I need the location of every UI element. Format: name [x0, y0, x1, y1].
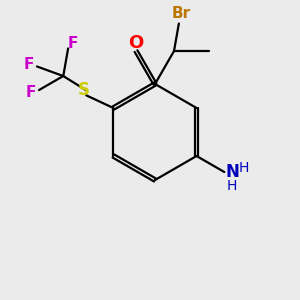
Text: Br: Br	[171, 6, 190, 21]
Text: F: F	[68, 36, 78, 51]
Text: N: N	[225, 163, 239, 181]
Text: F: F	[24, 57, 34, 72]
Text: H: H	[227, 179, 238, 193]
Text: F: F	[26, 85, 36, 100]
Text: S: S	[78, 81, 90, 99]
Text: H: H	[239, 161, 250, 175]
Text: O: O	[128, 34, 144, 52]
